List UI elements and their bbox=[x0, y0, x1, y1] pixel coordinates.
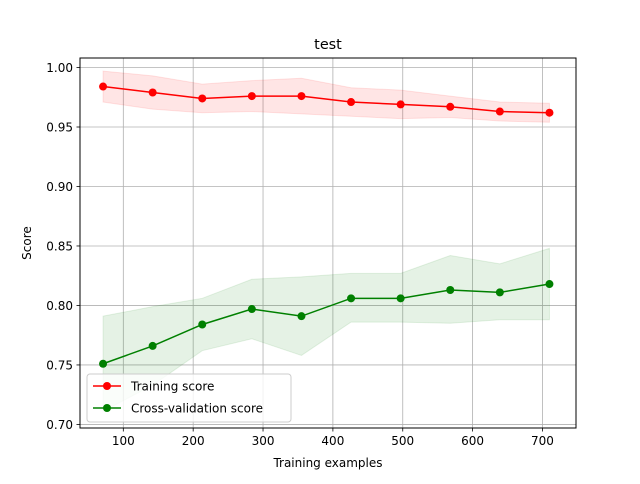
x-tick-label: 700 bbox=[531, 434, 554, 448]
point-cv bbox=[99, 359, 108, 368]
point-training bbox=[495, 107, 504, 116]
point-training bbox=[545, 108, 554, 117]
legend-marker-cv bbox=[103, 404, 111, 412]
point-training bbox=[446, 102, 455, 111]
legend-label-cv: Cross-validation score bbox=[131, 402, 263, 416]
y-tick-label: 0.80 bbox=[46, 299, 73, 313]
band-training bbox=[102, 70, 550, 123]
grid-layer bbox=[80, 58, 576, 428]
legend: Training score Cross-validation score bbox=[86, 373, 292, 423]
x-tick-label: 600 bbox=[461, 434, 484, 448]
point-cv bbox=[446, 285, 455, 294]
point-cv bbox=[396, 294, 405, 303]
y-tick-label: 0.75 bbox=[46, 358, 73, 372]
y-tick-label: 0.90 bbox=[46, 180, 73, 194]
x-tick-label: 400 bbox=[321, 434, 344, 448]
point-training bbox=[347, 98, 356, 107]
y-tick-label: 0.70 bbox=[46, 418, 73, 432]
y-axis-label: Score bbox=[20, 226, 34, 260]
tick-layer: 100 200 300 400 500 600 700 0.70 0.75 0.80 0.85 0.9… bbox=[46, 61, 554, 448]
legend-marker-training bbox=[103, 382, 111, 390]
legend-label-training: Training score bbox=[130, 380, 214, 394]
band-cv bbox=[102, 247, 550, 413]
point-training bbox=[148, 88, 157, 97]
x-axis-label: Training examples bbox=[272, 456, 382, 470]
point-training bbox=[198, 94, 207, 103]
point-training bbox=[247, 92, 256, 101]
point-training bbox=[99, 82, 108, 91]
x-tick-label: 500 bbox=[391, 434, 414, 448]
y-tick-label: 1.00 bbox=[46, 61, 73, 75]
point-cv bbox=[347, 294, 356, 303]
point-cv bbox=[148, 341, 157, 350]
point-training bbox=[297, 92, 306, 101]
x-tick-label: 200 bbox=[182, 434, 205, 448]
band-layer bbox=[102, 70, 550, 413]
point-cv bbox=[247, 305, 256, 314]
series-line-training bbox=[102, 85, 550, 114]
point-cv bbox=[545, 280, 554, 289]
point-cv bbox=[297, 312, 306, 321]
legend-frame bbox=[86, 373, 292, 423]
axes-frame bbox=[79, 57, 577, 429]
line-layer bbox=[99, 82, 554, 368]
chart-title: test bbox=[314, 37, 342, 53]
point-cv bbox=[495, 288, 504, 297]
y-tick-label: 0.95 bbox=[46, 121, 73, 135]
x-tick-label: 300 bbox=[252, 434, 275, 448]
x-tick-label: 100 bbox=[112, 434, 135, 448]
series-line-cv bbox=[102, 283, 550, 365]
point-training bbox=[396, 100, 405, 109]
point-cv bbox=[198, 320, 207, 329]
y-tick-label: 0.85 bbox=[46, 239, 73, 253]
